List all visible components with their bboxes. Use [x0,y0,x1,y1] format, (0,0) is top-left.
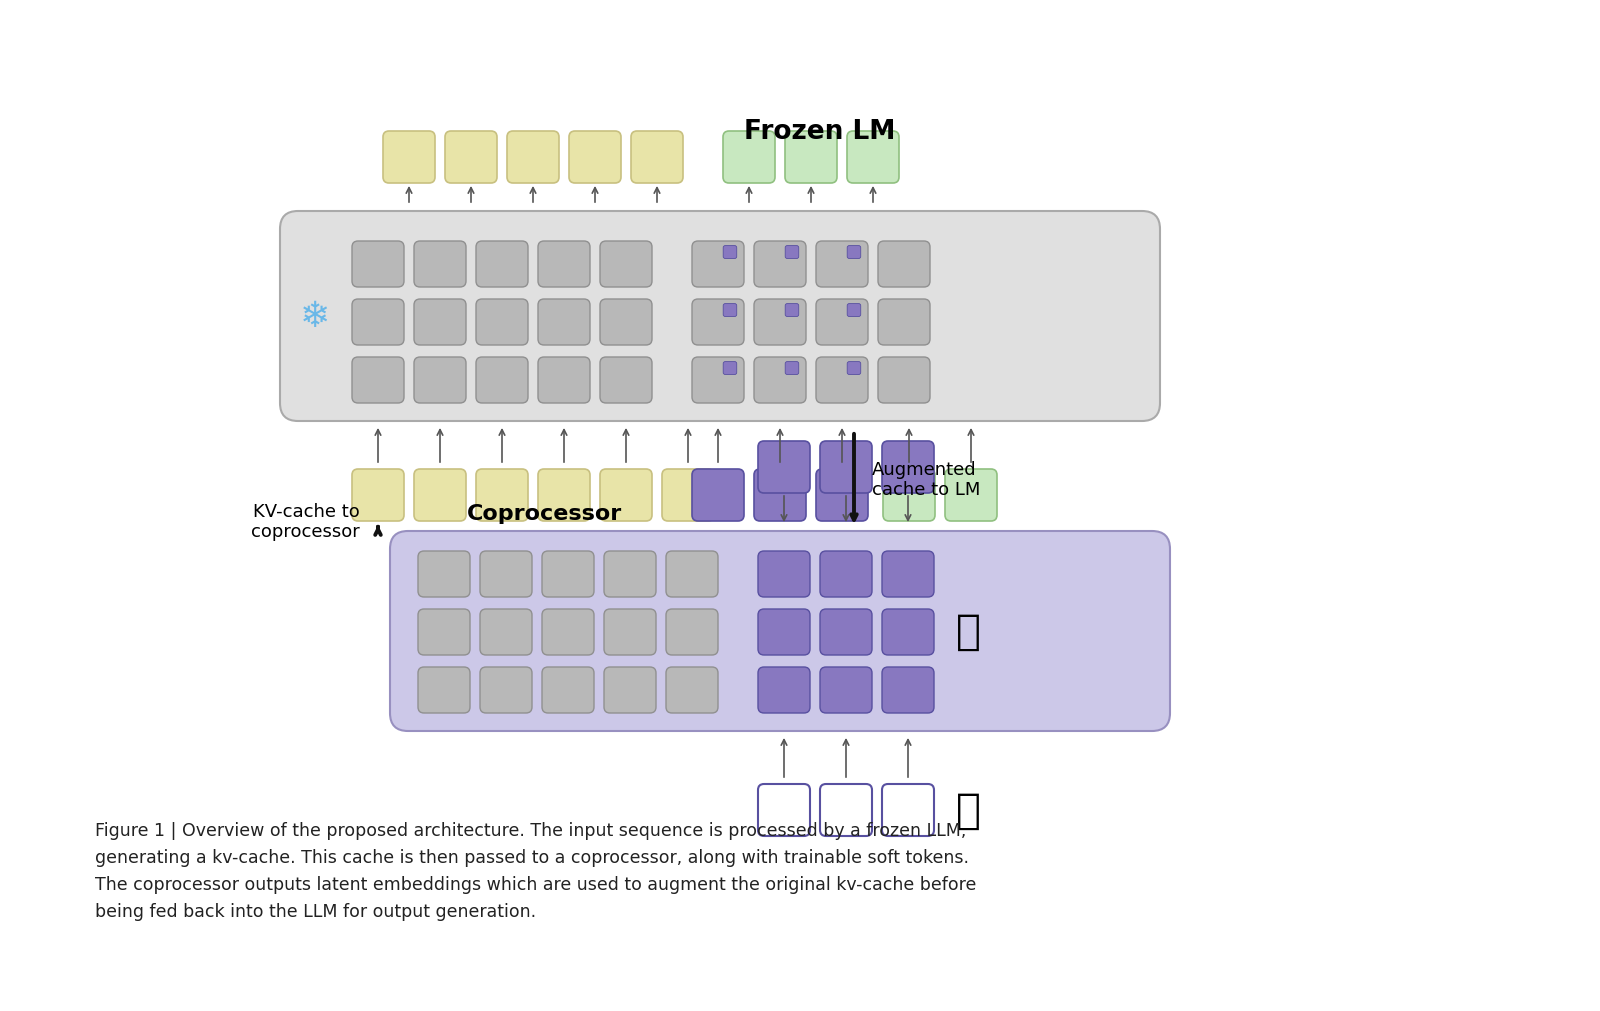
FancyBboxPatch shape [878,299,930,346]
FancyBboxPatch shape [754,358,806,403]
FancyBboxPatch shape [507,131,558,184]
FancyBboxPatch shape [691,299,744,346]
FancyBboxPatch shape [418,610,470,655]
FancyBboxPatch shape [542,551,594,598]
FancyBboxPatch shape [390,532,1170,731]
FancyBboxPatch shape [480,667,531,714]
FancyBboxPatch shape [758,785,810,836]
FancyBboxPatch shape [414,358,466,403]
FancyBboxPatch shape [480,551,531,598]
FancyBboxPatch shape [758,667,810,714]
FancyBboxPatch shape [786,131,837,184]
FancyBboxPatch shape [786,362,798,375]
FancyBboxPatch shape [723,131,774,184]
FancyBboxPatch shape [600,469,653,522]
FancyBboxPatch shape [600,358,653,403]
FancyBboxPatch shape [819,551,872,598]
FancyBboxPatch shape [846,304,861,317]
FancyBboxPatch shape [538,242,590,288]
FancyBboxPatch shape [477,358,528,403]
FancyBboxPatch shape [666,551,718,598]
FancyBboxPatch shape [414,299,466,346]
FancyBboxPatch shape [280,211,1160,422]
FancyBboxPatch shape [819,785,872,836]
FancyBboxPatch shape [786,304,798,317]
FancyBboxPatch shape [662,469,714,522]
FancyBboxPatch shape [816,242,867,288]
FancyBboxPatch shape [723,304,736,317]
Text: KV-cache to
coprocessor: KV-cache to coprocessor [251,502,360,541]
FancyBboxPatch shape [816,469,867,522]
Text: 🔥: 🔥 [955,790,981,831]
FancyBboxPatch shape [819,610,872,655]
FancyBboxPatch shape [882,551,934,598]
FancyBboxPatch shape [882,610,934,655]
FancyBboxPatch shape [691,469,744,522]
FancyBboxPatch shape [538,358,590,403]
FancyBboxPatch shape [882,667,934,714]
FancyBboxPatch shape [946,469,997,522]
Text: Figure 1 | Overview of the proposed architecture. The input sequence is processe: Figure 1 | Overview of the proposed arch… [94,821,976,920]
FancyBboxPatch shape [723,247,736,259]
FancyBboxPatch shape [846,247,861,259]
FancyBboxPatch shape [418,667,470,714]
FancyBboxPatch shape [819,667,872,714]
FancyBboxPatch shape [418,551,470,598]
FancyBboxPatch shape [819,442,872,493]
FancyBboxPatch shape [603,610,656,655]
FancyBboxPatch shape [758,610,810,655]
FancyBboxPatch shape [754,469,806,522]
FancyBboxPatch shape [414,242,466,288]
FancyBboxPatch shape [666,667,718,714]
FancyBboxPatch shape [542,667,594,714]
FancyBboxPatch shape [691,242,744,288]
FancyBboxPatch shape [754,299,806,346]
FancyBboxPatch shape [477,469,528,522]
FancyBboxPatch shape [723,362,736,375]
FancyBboxPatch shape [600,242,653,288]
FancyBboxPatch shape [538,299,590,346]
FancyBboxPatch shape [882,785,934,836]
FancyBboxPatch shape [754,242,806,288]
FancyBboxPatch shape [883,469,934,522]
Text: 🔥: 🔥 [955,611,981,652]
FancyBboxPatch shape [691,358,744,403]
Text: Augmented
cache to LM: Augmented cache to LM [872,460,981,498]
Text: Coprocessor: Coprocessor [467,503,622,524]
FancyBboxPatch shape [352,358,403,403]
FancyBboxPatch shape [477,242,528,288]
FancyBboxPatch shape [352,469,403,522]
FancyBboxPatch shape [630,131,683,184]
FancyBboxPatch shape [786,247,798,259]
FancyBboxPatch shape [538,469,590,522]
FancyBboxPatch shape [878,358,930,403]
FancyBboxPatch shape [382,131,435,184]
FancyBboxPatch shape [603,551,656,598]
Text: ❄: ❄ [299,299,330,334]
FancyBboxPatch shape [352,242,403,288]
FancyBboxPatch shape [758,551,810,598]
FancyBboxPatch shape [816,358,867,403]
FancyBboxPatch shape [477,299,528,346]
FancyBboxPatch shape [600,299,653,346]
FancyBboxPatch shape [445,131,498,184]
FancyBboxPatch shape [878,242,930,288]
FancyBboxPatch shape [882,442,934,493]
FancyBboxPatch shape [352,299,403,346]
FancyBboxPatch shape [542,610,594,655]
FancyBboxPatch shape [414,469,466,522]
FancyBboxPatch shape [758,442,810,493]
FancyBboxPatch shape [603,667,656,714]
FancyBboxPatch shape [570,131,621,184]
Text: Frozen LM: Frozen LM [744,119,896,145]
FancyBboxPatch shape [816,299,867,346]
FancyBboxPatch shape [846,131,899,184]
FancyBboxPatch shape [846,362,861,375]
FancyBboxPatch shape [480,610,531,655]
FancyBboxPatch shape [666,610,718,655]
